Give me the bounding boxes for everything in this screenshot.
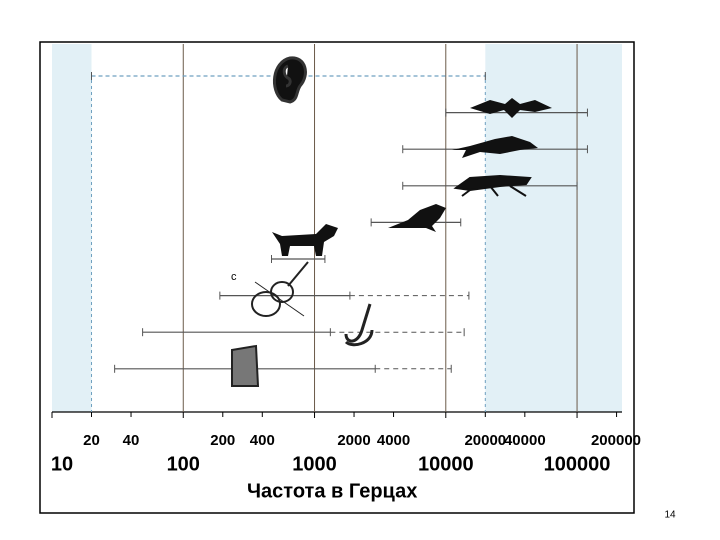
- ear-icon: [273, 56, 307, 104]
- x-tick-label: 10: [51, 453, 73, 475]
- x-tick-label: 1000: [292, 453, 337, 475]
- violin-icon: [251, 261, 309, 317]
- axis-labels: 10 100 1000 10000 100000 20 40 200 400 2000 4000 20…: [51, 271, 641, 475]
- x-tick-label: 20000: [464, 432, 506, 449]
- x-tick-label: 100: [167, 453, 200, 475]
- x-tick-label: 200000: [591, 432, 641, 449]
- x-tick-label: 2000: [337, 432, 370, 449]
- shading: [52, 44, 622, 412]
- x-tick-label: 100000: [544, 453, 611, 475]
- sax-icon: [344, 303, 374, 347]
- x-tick-label: 10000: [418, 453, 474, 475]
- bird-icon: [388, 204, 446, 232]
- page-number: 14: [664, 510, 676, 521]
- x-tick-label: 400: [250, 432, 275, 449]
- dog-icon: [272, 224, 338, 256]
- grasshopper-icon: [453, 174, 532, 197]
- x-tick-label: 200: [210, 432, 235, 449]
- dolphin-icon: [452, 136, 538, 158]
- x-tick-label: 40000: [504, 432, 546, 449]
- x-axis-title: Частота в Герцах: [247, 480, 417, 502]
- grid: [51, 44, 622, 418]
- harp-icon: [231, 344, 260, 387]
- x-tick-label: 4000: [377, 432, 410, 449]
- icons: [231, 56, 552, 387]
- annotation: c: [231, 271, 237, 283]
- x-tick-label: 20: [83, 432, 100, 449]
- bat-icon: [470, 98, 552, 118]
- shade-high: [485, 44, 622, 412]
- x-tick-label: 40: [123, 432, 140, 449]
- shade-low: [52, 44, 92, 412]
